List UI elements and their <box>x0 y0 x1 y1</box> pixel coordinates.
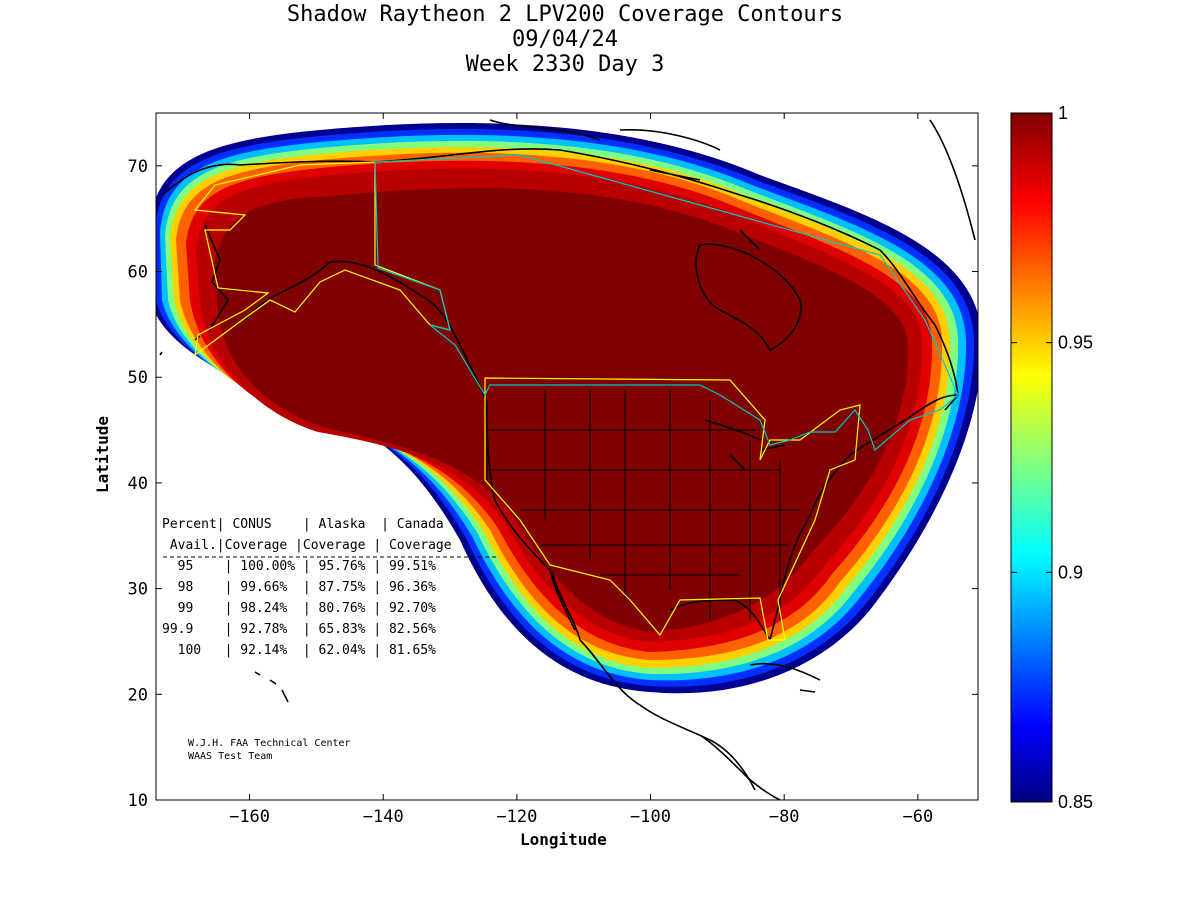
x-tick-label: −160 <box>229 807 270 827</box>
y-tick-label: 60 <box>128 263 148 283</box>
table-row: 98 | 99.66% | 87.75% | 96.36% <box>162 580 436 595</box>
table-row: 99 | 98.24% | 80.76% | 92.70% <box>162 601 436 616</box>
service-boundaries-cyan <box>374 154 959 452</box>
colorbar-tick-label: 0.95 <box>1058 333 1093 353</box>
alaska-coast <box>161 160 461 346</box>
contour-core <box>214 187 909 633</box>
conus-boundary <box>484 377 861 641</box>
caribbean-cuba <box>749 662 821 693</box>
greenland-tip <box>929 119 976 241</box>
chart-title: Shadow Raytheon 2 LPV200 Coverage Contou… <box>286 2 844 27</box>
colorbar-ticks: 1 0.95 0.9 0.85 <box>1011 103 1093 812</box>
hudson-bay <box>695 243 802 352</box>
chart-date: 09/04/24 <box>512 27 618 52</box>
x-tick-label: −120 <box>496 807 537 827</box>
state-boundaries <box>486 390 800 620</box>
axis-ticks: −160 −140 −120 −100 −80 −60 10 20 30 40 50 60 70 <box>128 113 978 827</box>
plot-area <box>156 119 978 800</box>
canada-boundary <box>374 154 959 452</box>
y-tick-label: 20 <box>128 685 148 705</box>
colorbar-tick-label: 0.85 <box>1058 792 1093 812</box>
table-row: 100 | 92.14% | 62.04% | 81.65% <box>162 643 436 658</box>
colorbar-gradient <box>1010 112 1053 803</box>
credit-team: WAAS Test Team <box>188 751 273 762</box>
y-tick-label: 50 <box>128 368 148 388</box>
central-america <box>699 734 781 800</box>
credit-org: W.J.H. FAA Technical Center <box>188 738 351 749</box>
x-axis-label: Longitude <box>520 830 607 849</box>
table-header: Percent| CONUS | Alaska | Canada <box>162 517 444 532</box>
x-tick-label: −140 <box>363 807 404 827</box>
colorbar-tick-label: 1 <box>1058 103 1068 123</box>
x-tick-label: −80 <box>769 807 800 827</box>
plot-frame <box>155 112 979 801</box>
atlantic-coast <box>769 394 959 641</box>
table-subheader: Avail.|Coverage |Coverage | Coverage <box>162 538 452 553</box>
canada-arctic-coast <box>374 119 881 251</box>
y-tick-label: 30 <box>128 580 148 600</box>
colorbar-tick-label: 0.9 <box>1058 562 1083 582</box>
chart-week-day: Week 2330 Day 3 <box>465 52 665 77</box>
great-lakes <box>704 419 811 471</box>
gulf-coast <box>579 599 771 791</box>
x-tick-label: −60 <box>902 807 933 827</box>
labrador-coast <box>879 249 959 411</box>
y-axis-label: Latitude <box>93 415 113 494</box>
table-row: 95 | 100.00% | 95.76% | 99.51% <box>162 559 436 574</box>
baja-peninsula <box>551 571 581 641</box>
y-tick-label: 10 <box>128 791 148 811</box>
y-tick-label: 40 <box>128 474 148 494</box>
y-tick-label: 70 <box>128 157 148 177</box>
coverage-contours <box>156 123 978 694</box>
coastlines <box>159 119 976 800</box>
x-tick-label: −100 <box>630 807 671 827</box>
hawaii <box>254 671 289 703</box>
table-row: 99.9 | 92.78% | 65.83% | 82.56% <box>162 622 436 637</box>
colorbar: 1 0.95 0.9 0.85 <box>1010 103 1093 812</box>
